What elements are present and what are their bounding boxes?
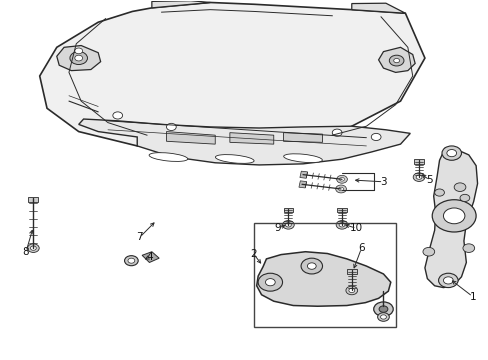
Bar xyxy=(254,223,395,327)
Circle shape xyxy=(345,286,357,295)
Circle shape xyxy=(446,149,456,157)
Polygon shape xyxy=(336,208,346,212)
Circle shape xyxy=(166,123,176,131)
Circle shape xyxy=(265,279,275,286)
Circle shape xyxy=(336,175,346,183)
Text: 7: 7 xyxy=(136,232,142,242)
Circle shape xyxy=(30,246,36,250)
Circle shape xyxy=(338,187,343,191)
Circle shape xyxy=(438,273,457,288)
Polygon shape xyxy=(79,119,409,165)
Circle shape xyxy=(307,263,316,269)
Polygon shape xyxy=(256,252,390,306)
Circle shape xyxy=(412,173,424,181)
Polygon shape xyxy=(28,197,38,202)
Circle shape xyxy=(462,244,474,252)
Polygon shape xyxy=(283,133,322,142)
Polygon shape xyxy=(299,171,307,178)
Circle shape xyxy=(388,55,403,66)
Text: 8: 8 xyxy=(22,247,29,257)
Circle shape xyxy=(453,183,465,192)
Text: 2: 2 xyxy=(249,248,256,258)
Circle shape xyxy=(335,221,347,229)
Polygon shape xyxy=(378,47,414,72)
Polygon shape xyxy=(283,208,293,212)
Circle shape xyxy=(441,146,461,160)
Circle shape xyxy=(443,277,452,284)
Circle shape xyxy=(124,256,138,266)
Circle shape xyxy=(75,48,82,54)
Circle shape xyxy=(335,185,346,193)
Circle shape xyxy=(378,306,387,312)
Circle shape xyxy=(339,177,344,181)
Text: 10: 10 xyxy=(349,224,363,233)
Text: 6: 6 xyxy=(358,243,364,253)
Text: 9: 9 xyxy=(274,224,281,233)
Circle shape xyxy=(282,221,294,229)
Polygon shape xyxy=(142,252,159,262)
Polygon shape xyxy=(166,132,215,144)
Text: 3: 3 xyxy=(379,177,386,187)
Polygon shape xyxy=(152,1,210,8)
Text: 5: 5 xyxy=(426,175,432,185)
Ellipse shape xyxy=(283,154,322,163)
Circle shape xyxy=(301,258,322,274)
Circle shape xyxy=(377,313,388,321)
Circle shape xyxy=(70,51,87,64)
Polygon shape xyxy=(298,181,306,188)
Circle shape xyxy=(75,55,82,61)
Circle shape xyxy=(370,134,380,140)
Circle shape xyxy=(27,244,39,252)
Circle shape xyxy=(415,175,421,179)
Circle shape xyxy=(348,288,354,293)
Circle shape xyxy=(128,258,135,263)
Circle shape xyxy=(459,194,469,202)
Circle shape xyxy=(443,208,464,224)
Polygon shape xyxy=(57,45,101,71)
Polygon shape xyxy=(413,159,423,164)
Circle shape xyxy=(431,200,475,232)
Polygon shape xyxy=(424,148,477,288)
Text: 4: 4 xyxy=(146,252,152,262)
Circle shape xyxy=(393,58,399,63)
Circle shape xyxy=(373,302,392,316)
Circle shape xyxy=(434,189,444,196)
Circle shape xyxy=(338,223,344,227)
Polygon shape xyxy=(40,3,424,151)
Polygon shape xyxy=(351,3,405,13)
Circle shape xyxy=(331,129,341,136)
Circle shape xyxy=(422,247,434,256)
Circle shape xyxy=(113,112,122,119)
Polygon shape xyxy=(229,133,273,144)
Circle shape xyxy=(258,273,282,291)
Polygon shape xyxy=(346,269,356,274)
Circle shape xyxy=(285,223,291,227)
Ellipse shape xyxy=(215,154,254,163)
Ellipse shape xyxy=(149,153,187,161)
Text: 1: 1 xyxy=(468,292,475,302)
Circle shape xyxy=(380,315,386,319)
